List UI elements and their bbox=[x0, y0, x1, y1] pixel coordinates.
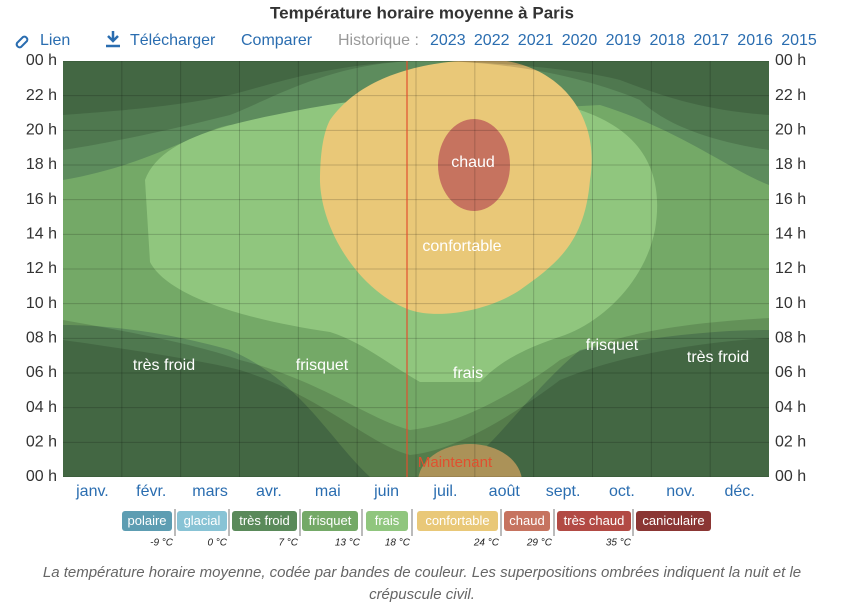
x-tick-label: mars bbox=[192, 483, 228, 500]
y2-tick-label: 16 h bbox=[775, 191, 806, 208]
night-shade bbox=[63, 61, 769, 150]
x-tick-label: juin bbox=[373, 483, 399, 500]
legend-swatch bbox=[636, 511, 711, 531]
band-label: frais bbox=[453, 365, 483, 382]
toolbar: Lien Télécharger Comparer Historique : bbox=[15, 31, 419, 49]
y-tick-label: 10 h bbox=[26, 295, 57, 312]
x-tick-label: janv. bbox=[75, 483, 109, 500]
x-tick-label: août bbox=[489, 483, 521, 500]
year-link[interactable]: 2019 bbox=[606, 32, 642, 49]
legend-swatch bbox=[122, 511, 172, 531]
y2-tick-label: 22 h bbox=[775, 87, 806, 104]
x-tick-label: mai bbox=[315, 483, 341, 500]
x-tick-label: juil. bbox=[432, 483, 457, 500]
download[interactable]: Télécharger bbox=[130, 32, 216, 49]
legend-swatch bbox=[232, 511, 297, 531]
legend-tick-label: 13 °C bbox=[335, 538, 361, 549]
legend-label: polaire bbox=[127, 513, 166, 528]
y2-tick-label: 08 h bbox=[775, 330, 806, 347]
y2-tick-label: 10 h bbox=[775, 295, 806, 312]
legend-swatch bbox=[504, 511, 550, 531]
x-tick-label: nov. bbox=[666, 483, 695, 500]
x-tick-label: oct. bbox=[609, 483, 635, 500]
y-tick-label: 16 h bbox=[26, 191, 57, 208]
night-shade bbox=[63, 318, 769, 477]
y2-tick-label: 04 h bbox=[775, 399, 806, 416]
legend-tick-label: -9 °C bbox=[150, 538, 174, 549]
year-link[interactable]: 2023 bbox=[430, 32, 466, 49]
year-link[interactable]: 2018 bbox=[650, 32, 686, 49]
y-tick-label: 04 h bbox=[26, 399, 57, 416]
legend-tick-label: 0 °C bbox=[207, 538, 227, 549]
band-label: très froid bbox=[687, 349, 749, 366]
legend-swatch bbox=[366, 511, 408, 531]
legend-label: très froid bbox=[239, 513, 290, 528]
legend-tick-label: 7 °C bbox=[278, 538, 298, 549]
legend-label: glacial bbox=[184, 513, 221, 528]
y-tick-label: 18 h bbox=[26, 156, 57, 173]
link[interactable]: Lien bbox=[40, 32, 70, 49]
legend-label: frisquet bbox=[309, 513, 352, 528]
link-icon bbox=[15, 35, 29, 49]
download-icon bbox=[106, 31, 120, 48]
year-link[interactable]: 2021 bbox=[518, 32, 554, 49]
y2-tick-label: 14 h bbox=[775, 226, 806, 243]
year-link[interactable]: 2020 bbox=[562, 32, 598, 49]
band-label: très froid bbox=[133, 357, 195, 374]
legend-tick-label: 35 °C bbox=[606, 538, 632, 549]
x-tick-label: avr. bbox=[256, 483, 282, 500]
legend-label: confortable bbox=[425, 513, 489, 528]
history-label: Historique : bbox=[338, 32, 419, 49]
chart-title: Température horaire moyenne à Paris bbox=[270, 3, 574, 22]
y2-tick-label: 06 h bbox=[775, 364, 806, 381]
legend-tick-label: 24 °C bbox=[473, 538, 500, 549]
legend-swatch bbox=[177, 511, 227, 531]
legend-label: frais bbox=[375, 513, 400, 528]
legend-label: caniculaire bbox=[642, 513, 704, 528]
legend-swatch bbox=[417, 511, 498, 531]
legend-tick-label: 18 °C bbox=[385, 538, 411, 549]
x-tick-label: sept. bbox=[546, 483, 581, 500]
year-link[interactable]: 2015 bbox=[781, 32, 817, 49]
y2-tick-label: 18 h bbox=[775, 156, 806, 173]
night-shade bbox=[63, 61, 769, 115]
y-tick-label: 14 h bbox=[26, 226, 57, 243]
y2-tick-label: 12 h bbox=[775, 260, 806, 277]
y2-tick-label: 20 h bbox=[775, 122, 806, 139]
chart: Température horaire moyenne à Paris Lien… bbox=[15, 3, 817, 549]
y-tick-label: 06 h bbox=[26, 364, 57, 381]
night-shade bbox=[63, 338, 769, 477]
compare[interactable]: Comparer bbox=[241, 32, 313, 49]
y-tick-label: 22 h bbox=[26, 87, 57, 104]
y-tick-label: 00 h bbox=[26, 52, 57, 69]
legend-tick-label: 29 °C bbox=[526, 538, 553, 549]
x-tick-label: févr. bbox=[136, 483, 166, 500]
y-tick-label: 20 h bbox=[26, 122, 57, 139]
y2-tick-label: 02 h bbox=[775, 434, 806, 451]
band-confortable bbox=[418, 444, 522, 477]
legend-swatch bbox=[557, 511, 631, 531]
legend-swatch bbox=[302, 511, 358, 531]
year-link[interactable]: 2016 bbox=[737, 32, 773, 49]
plot-area bbox=[63, 61, 769, 477]
y2-tick-label: 00 h bbox=[775, 52, 806, 69]
year-link[interactable]: 2017 bbox=[693, 32, 729, 49]
y-tick-label: 02 h bbox=[26, 434, 57, 451]
band-label: frisquet bbox=[586, 337, 639, 354]
legend-label: très chaud bbox=[564, 513, 625, 528]
y-tick-label: 08 h bbox=[26, 330, 57, 347]
band-chaud bbox=[438, 119, 510, 211]
band-label: frisquet bbox=[296, 357, 349, 374]
y2-tick-label: 00 h bbox=[775, 468, 806, 485]
now-label: Maintenant bbox=[418, 454, 493, 471]
year-link[interactable]: 2022 bbox=[474, 32, 510, 49]
band-label: confortable bbox=[422, 238, 501, 255]
x-tick-label: déc. bbox=[724, 483, 754, 500]
caption: La température horaire moyenne, codée pa… bbox=[42, 564, 802, 603]
band-label: chaud bbox=[451, 154, 495, 171]
legend-label: chaud bbox=[509, 513, 544, 528]
y-tick-label: 00 h bbox=[26, 468, 57, 485]
y-tick-label: 12 h bbox=[26, 260, 57, 277]
